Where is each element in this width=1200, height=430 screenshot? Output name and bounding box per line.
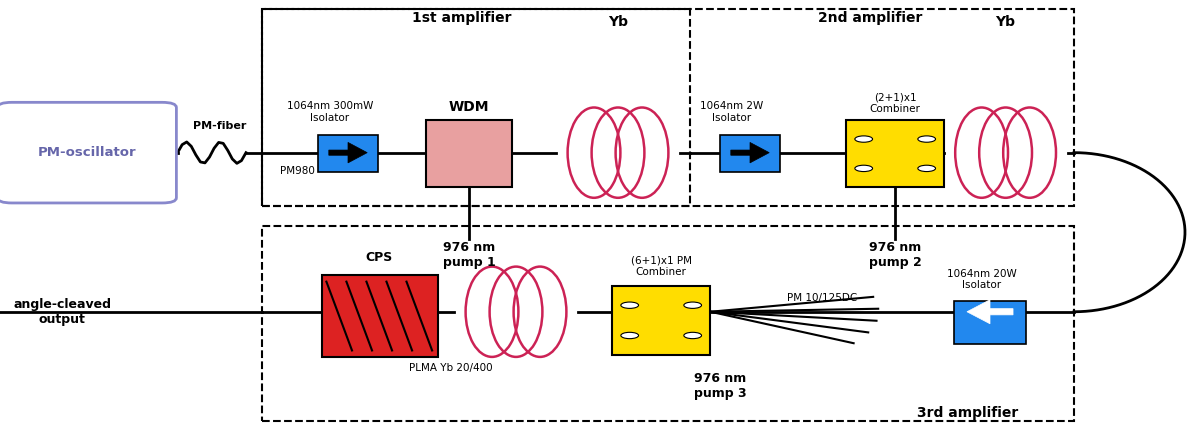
Text: WDM: WDM: [449, 100, 490, 114]
Bar: [262, 226, 1074, 421]
Bar: [262, 9, 1074, 206]
Text: Yb: Yb: [996, 15, 1015, 29]
Circle shape: [918, 136, 936, 142]
Text: 3rd amplifier: 3rd amplifier: [917, 406, 1018, 421]
Bar: [954, 301, 1026, 344]
Circle shape: [854, 136, 872, 142]
Polygon shape: [967, 300, 1013, 324]
Text: 976 nm
pump 3: 976 nm pump 3: [694, 372, 746, 400]
Bar: [426, 120, 512, 187]
Text: 1064nm 20W
Isolator: 1064nm 20W Isolator: [947, 269, 1016, 290]
Text: angle-cleaved
output: angle-cleaved output: [13, 298, 112, 326]
Text: 976 nm
pump 1: 976 nm pump 1: [443, 241, 496, 269]
Bar: [612, 286, 710, 355]
Text: (6+1)x1 PM
Combiner: (6+1)x1 PM Combiner: [631, 256, 691, 277]
FancyBboxPatch shape: [0, 102, 176, 203]
Circle shape: [620, 302, 638, 308]
Circle shape: [854, 165, 872, 172]
Text: PM-fiber: PM-fiber: [193, 121, 246, 131]
Text: PM 10/125DC: PM 10/125DC: [787, 293, 857, 303]
Text: 1064nm 300mW
Isolator: 1064nm 300mW Isolator: [287, 101, 373, 123]
Text: PM980: PM980: [280, 166, 314, 175]
Circle shape: [918, 165, 936, 172]
Text: 976 nm
pump 2: 976 nm pump 2: [869, 241, 922, 269]
Text: 1064nm 2W
Isolator: 1064nm 2W Isolator: [701, 101, 763, 123]
Text: (2+1)x1
Combiner: (2+1)x1 Combiner: [870, 92, 920, 114]
Text: Yb: Yb: [608, 15, 628, 29]
Circle shape: [684, 302, 702, 308]
Text: 2nd amplifier: 2nd amplifier: [818, 11, 922, 25]
Circle shape: [684, 332, 702, 339]
Text: PM-oscillator: PM-oscillator: [37, 146, 137, 159]
Text: PLMA Yb 20/400: PLMA Yb 20/400: [409, 363, 493, 373]
Polygon shape: [329, 142, 367, 163]
Circle shape: [620, 332, 638, 339]
Bar: [322, 275, 438, 357]
Text: CPS: CPS: [366, 252, 392, 264]
Polygon shape: [731, 142, 769, 163]
Text: 1st amplifier: 1st amplifier: [413, 11, 511, 25]
Bar: [262, 9, 690, 206]
Bar: [846, 120, 944, 187]
Bar: [720, 135, 780, 172]
Bar: [318, 135, 378, 172]
